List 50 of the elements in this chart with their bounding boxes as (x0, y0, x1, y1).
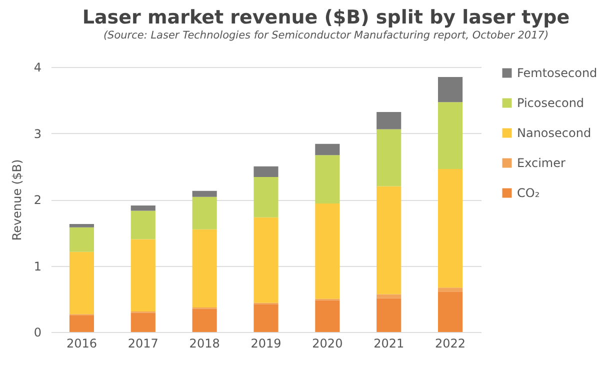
bar (438, 169, 463, 288)
x-tick-label: 2021 (374, 336, 404, 350)
bar (69, 224, 94, 228)
bar (254, 304, 278, 332)
legend-label: CO₂ (517, 186, 540, 200)
bar (315, 155, 340, 204)
bar (376, 294, 402, 298)
y-tick-label: 0 (34, 326, 42, 340)
bar (254, 217, 278, 303)
bar (192, 229, 217, 308)
bar (438, 288, 463, 292)
bar (438, 76, 463, 102)
y-axis-title: Revenue ($B) (10, 159, 24, 241)
y-tick-label: 3 (34, 126, 42, 141)
bar (69, 227, 94, 252)
bar (69, 315, 94, 332)
bar (130, 210, 156, 240)
bar (130, 205, 156, 211)
y-tick-label: 1 (34, 259, 42, 274)
x-tick-label: 2016 (66, 336, 97, 350)
bar (130, 239, 156, 312)
bar (254, 176, 278, 218)
chart-subtitle: (Source: Laser Technologies for Semiconductor Manufacturing report, October 2017) (103, 30, 549, 42)
bar (376, 112, 402, 130)
x-tick-label: 2019 (250, 336, 282, 350)
bar (192, 196, 217, 230)
bar (376, 129, 402, 186)
x-tick-label: 2022 (435, 336, 466, 350)
legend-label: Femtosecond (517, 66, 598, 80)
x-tick-label: 2020 (312, 336, 343, 350)
bar (315, 144, 340, 156)
bar (192, 308, 217, 332)
bar (254, 166, 278, 177)
bar (315, 300, 340, 332)
legend-label: Excimer (517, 156, 566, 170)
legend-label: Nanosecond (517, 126, 592, 140)
legend-label: Picosecond (517, 96, 584, 110)
bar (69, 252, 94, 314)
bar (438, 102, 463, 170)
bar (192, 190, 217, 197)
y-tick-label: 2 (34, 193, 42, 207)
bar (376, 298, 402, 332)
x-tick-label: 2017 (128, 336, 158, 350)
bar (315, 203, 340, 299)
bar (438, 292, 463, 332)
x-tick-label: 2018 (189, 336, 220, 350)
bar (130, 312, 156, 332)
bar (376, 186, 402, 294)
y-tick-label: 4 (34, 60, 42, 74)
chart-title: Laser market revenue ($B) split by laser type (82, 6, 570, 28)
